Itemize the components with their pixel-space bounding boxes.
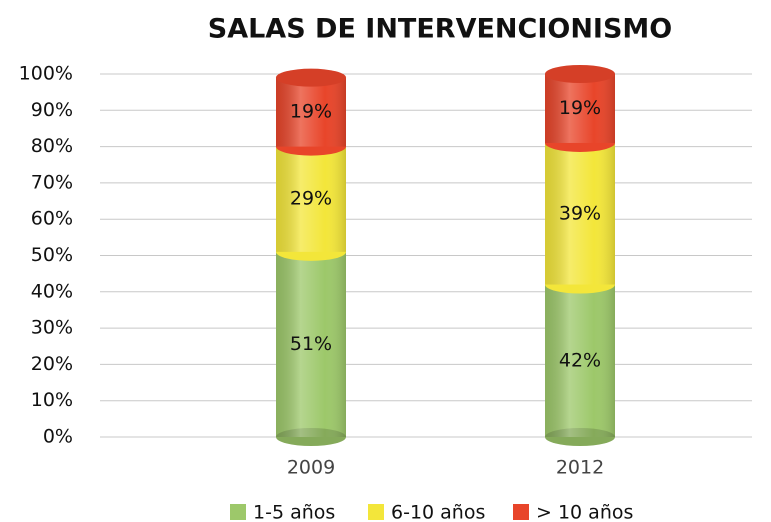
y-tick-label: 30% [31,317,73,339]
data-label: 19% [559,97,601,119]
data-label: 51% [290,333,332,355]
bar-shine [276,251,346,437]
bar-top [276,68,346,87]
x-tick-label: 2012 [556,457,604,479]
y-tick-label: 90% [31,99,73,121]
data-label: 42% [559,349,601,371]
data-label: 39% [559,202,601,224]
y-tick-label: 60% [31,208,73,230]
legend-swatch [513,504,529,520]
y-tick-label: 100% [19,63,73,85]
bar-shine [545,284,615,437]
bar-top [545,65,615,83]
y-tick-label: 50% [31,244,73,266]
legend-label: 1-5 años [253,502,335,522]
y-tick-label: 40% [31,280,73,302]
data-label: 19% [290,101,332,123]
x-tick-label: 2009 [287,457,335,479]
legend-label: 6-10 años [391,502,485,522]
bar-shine [545,142,615,285]
bar-shine [545,74,615,143]
legend-swatch [368,504,384,520]
y-tick-label: 70% [31,171,73,193]
y-tick-label: 10% [31,389,73,411]
bar-shine [276,146,346,252]
chart-title: SALAS DE INTERVENCIONISMO [208,14,673,45]
y-tick-label: 0% [43,426,73,448]
legend-swatch [230,504,246,520]
bar-shine [276,77,346,147]
y-tick-label: 80% [31,135,73,157]
legend-label: > 10 años [536,502,633,522]
y-tick-label: 20% [31,353,73,375]
data-label: 29% [290,188,332,210]
